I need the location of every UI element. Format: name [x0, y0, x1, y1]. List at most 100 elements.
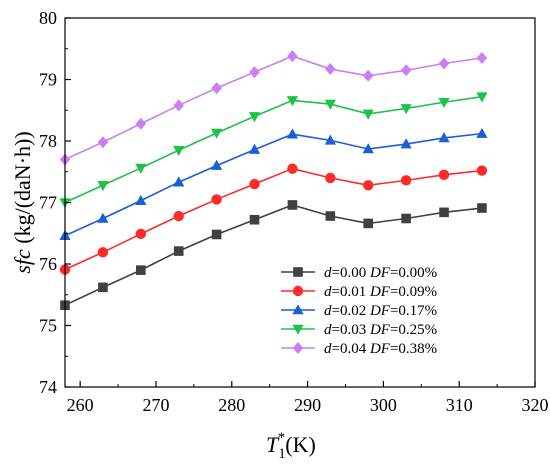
- legend-item: d=0.01 DF=0.09%: [281, 284, 437, 300]
- data-point: [363, 180, 374, 191]
- x-axis-title-sup: *: [278, 430, 286, 446]
- data-point: [135, 228, 147, 240]
- data-point: [173, 99, 185, 112]
- data-point: [248, 143, 261, 154]
- x-tick-label: 310: [446, 395, 473, 415]
- data-point: [135, 194, 147, 205]
- data-point: [98, 282, 108, 293]
- legend-item: d=0.00 DF=0.00%: [281, 265, 437, 281]
- series-4: [59, 50, 488, 166]
- legend-label: d=0.03 DF=0.25%: [324, 322, 437, 338]
- data-point: [286, 96, 299, 107]
- data-point: [476, 165, 488, 176]
- data-point: [287, 50, 298, 63]
- data-point: [477, 203, 487, 213]
- data-point: [249, 66, 260, 79]
- data-point: [362, 143, 374, 154]
- legend-marker: [292, 285, 304, 297]
- y-tick-label: 80: [39, 8, 57, 28]
- series-3: [59, 92, 488, 209]
- y-tick-label: 77: [39, 193, 57, 213]
- data-point: [211, 229, 222, 240]
- y-axis-title-rest: (kg/(daN·h)): [10, 131, 35, 249]
- data-point: [287, 200, 298, 210]
- data-point: [438, 169, 450, 181]
- data-point: [248, 112, 261, 123]
- data-point: [173, 145, 185, 157]
- data-point: [136, 265, 146, 275]
- data-point: [97, 136, 109, 149]
- data-point: [211, 159, 223, 170]
- data-point: [324, 99, 336, 110]
- x-tick-label: 270: [142, 395, 169, 415]
- data-point: [400, 175, 412, 186]
- legend-item: d=0.04 DF=0.38%: [281, 341, 437, 357]
- y-tick-label: 74: [39, 377, 57, 397]
- y-tick-label: 76: [39, 254, 57, 274]
- data-point: [173, 210, 184, 222]
- series-line: [64, 167, 483, 271]
- data-point: [363, 218, 374, 229]
- data-point: [476, 92, 488, 103]
- legend-label: d=0.04 DF=0.38%: [324, 341, 437, 357]
- data-point: [173, 246, 184, 256]
- series-line: [64, 132, 483, 237]
- x-axis-title-sub: 1: [278, 446, 286, 462]
- series-line: [64, 55, 483, 161]
- series-line: [64, 95, 483, 204]
- data-point: [325, 211, 336, 221]
- x-axis-title: T1*(K): [266, 430, 316, 462]
- x-tick-label: 280: [218, 395, 245, 415]
- data-point: [135, 117, 147, 130]
- data-point: [400, 64, 412, 77]
- data-point: [286, 128, 299, 139]
- legend-marker: [292, 324, 304, 335]
- data-point: [401, 213, 411, 224]
- y-axis-title: sfc (kg/(daN·h)): [10, 131, 35, 273]
- data-point: [476, 51, 488, 64]
- data-point: [362, 109, 374, 120]
- data-point: [400, 138, 412, 149]
- data-point: [287, 163, 298, 174]
- data-point: [97, 212, 109, 223]
- x-axis-title-main: T: [266, 432, 280, 457]
- data-point: [325, 172, 336, 184]
- x-axis-title-rest: (K): [285, 432, 316, 457]
- legend-item: d=0.03 DF=0.25%: [281, 322, 437, 338]
- y-axis-title-italic: sfc: [10, 249, 35, 274]
- legend-label: d=0.01 DF=0.09%: [324, 284, 437, 300]
- data-point: [400, 104, 412, 115]
- data-point: [249, 178, 260, 190]
- data-point: [476, 127, 488, 138]
- y-tick-label: 78: [39, 131, 57, 151]
- series-1: [59, 163, 488, 275]
- data-point: [324, 134, 336, 145]
- data-point: [211, 82, 222, 95]
- x-tick-label: 290: [294, 395, 321, 415]
- data-point: [438, 132, 450, 143]
- legend-marker: [293, 267, 303, 277]
- legend-marker: [292, 304, 304, 315]
- series-2: [59, 127, 488, 241]
- legend-item: d=0.02 DF=0.17%: [281, 303, 437, 319]
- legend-marker: [292, 342, 304, 354]
- data-point: [438, 97, 450, 109]
- y-tick-label: 79: [39, 70, 57, 90]
- legend-label: d=0.02 DF=0.17%: [324, 303, 437, 319]
- data-point: [97, 247, 109, 258]
- x-tick-label: 300: [370, 395, 397, 415]
- data-point: [211, 128, 223, 139]
- data-point: [439, 207, 449, 218]
- series-line: [64, 204, 483, 306]
- x-tick-label: 260: [67, 395, 94, 415]
- data-point: [135, 163, 147, 174]
- y-tick-label: 75: [39, 316, 57, 336]
- data-point: [97, 180, 109, 192]
- legend-label: d=0.00 DF=0.00%: [324, 265, 437, 281]
- data-point: [362, 69, 374, 82]
- x-tick-label: 320: [522, 395, 549, 415]
- data-point: [325, 63, 336, 76]
- data-point: [173, 176, 185, 187]
- data-point: [438, 57, 450, 70]
